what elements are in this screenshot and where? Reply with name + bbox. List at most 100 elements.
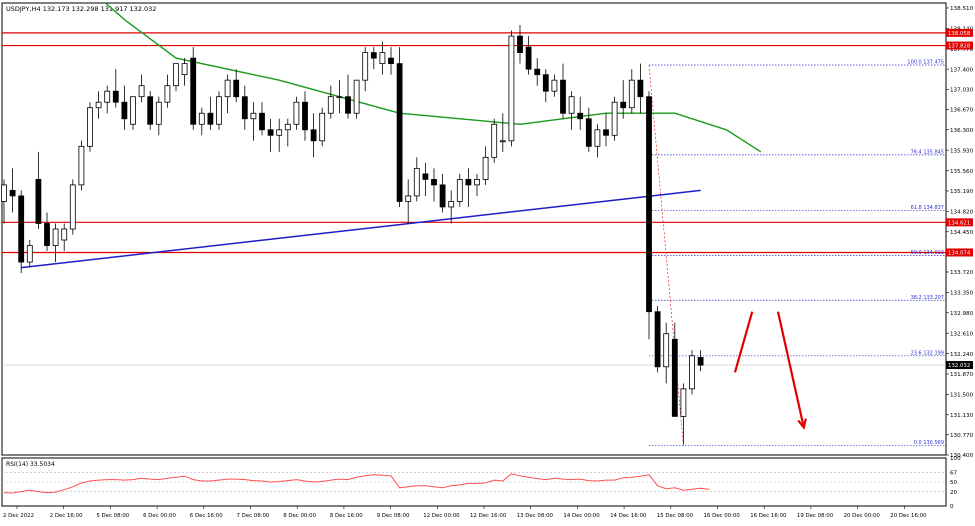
candle-bull [379,52,386,65]
price-panel [1,2,947,456]
rsi-line [3,473,710,494]
candle-bear [671,338,678,417]
candle-bull [611,101,618,136]
candle-bull [293,101,300,125]
rsi-tick-label: 0 [950,504,954,510]
time-tick-label: 14 Dec 00:00 [563,513,600,519]
time-tick-label: 12 Dec 16:00 [470,513,507,519]
candle-bull [689,355,695,390]
rsi-tick-label: 67 [950,471,958,477]
candle-bull [181,63,188,76]
price-tag-label: 134.621 [948,220,970,226]
time-tick-label: 19 Dec 08:00 [797,513,834,519]
fib-level-label: 0.0 130.569 [914,440,944,446]
time-tick-label: 12 Dec 00:00 [423,513,460,519]
candle-bull [198,112,205,125]
candle-bear [370,52,377,59]
price-tick-label: 134.820 [950,210,974,216]
candle-bear [542,74,549,92]
time-tick-label: 7 Dec 08:00 [237,513,270,519]
fib-level-label: 23.6 132.199 [911,350,944,356]
candle-bull [216,96,222,125]
candle-bear [439,184,446,208]
candle-bull [69,184,76,230]
candle-bear [465,178,472,186]
candle-bear [267,129,274,136]
price-tick-label: 132.240 [950,352,974,358]
candle-bear [388,57,394,65]
candle-bear [654,311,661,368]
time-tick-label: 16 Dec 16:00 [750,513,787,519]
candle-bear [637,79,644,98]
price-tick-label: 133.350 [950,291,974,297]
price-tick-label: 131.870 [950,372,974,378]
price-tag-label: 134.074 [948,250,971,256]
candle-bear [9,190,16,197]
candle-bull [327,96,334,114]
candle-bull [448,201,455,208]
candle-bull [413,167,420,197]
price-tag [946,361,973,370]
candle-bear [241,96,248,120]
price-tick-label: 137.770 [950,47,974,53]
time-tick-label: 9 Dec 08:00 [377,513,410,519]
price-tag [946,218,973,227]
candle-bear [302,101,308,131]
time-tick-label: 14 Dec 16:00 [610,513,647,519]
price-tick-label: 135.560 [950,169,974,175]
candle-bull [499,140,506,143]
price-tick-label: 130.770 [950,433,974,439]
candle-bear [345,96,351,114]
price-tick-label: 131.500 [950,393,974,399]
fib-level-label: 38.2 133.207 [911,295,944,301]
price-tag-label: 138.058 [948,31,971,37]
price-tick-label: 138.510 [950,6,974,12]
candle-bull [130,96,136,125]
candle-bull [663,333,670,368]
fib-level-label: 100.0 137.475 [907,60,944,66]
time-tick-label: 8 Dec 16:00 [330,513,363,519]
candle-bull [87,107,93,147]
candle-bear [603,129,609,136]
candle-bear [35,178,42,224]
trendline [21,189,701,269]
candle-bull [319,112,326,142]
price-tick-label: 135.190 [950,189,974,195]
rsi-tick-label: 100 [950,456,961,462]
candle-bull [224,79,231,98]
candle-bear [310,129,317,142]
price-tick-label: 132.980 [950,311,974,317]
candle-bear [207,112,214,125]
candle-bull [138,85,145,98]
moving-average-line [104,3,762,153]
candle-bull [95,101,102,109]
candle-bear [44,223,50,246]
price-tag [946,248,973,257]
price-tick-label: 136.300 [950,128,974,134]
candle-bear [396,63,403,202]
candle-bull [104,90,111,103]
candle-bear [422,173,429,180]
candle-bear [534,68,541,76]
price-tag [946,28,973,37]
candle-bull [61,228,68,241]
price-tick-label: 136.670 [950,108,974,114]
candle-bull [456,178,463,202]
candle-bear [620,101,627,109]
candle-bull [336,96,343,99]
candle-bull [680,388,687,417]
candle-bear [147,96,154,125]
price-tick-label: 137.400 [950,67,974,73]
price-tag [946,41,973,50]
candle-bull [405,195,412,202]
candle-bear [190,57,197,125]
price-tick-label: 137.030 [950,88,974,94]
price-tick-label: 133.720 [950,270,974,276]
candle-bear [697,357,704,366]
time-tick-label: 13 Dec 08:00 [517,513,554,519]
candle-bear [259,112,265,131]
candle-bull [508,35,515,142]
price-tag-label: 132.032 [948,363,970,369]
candle-bull [250,112,257,120]
